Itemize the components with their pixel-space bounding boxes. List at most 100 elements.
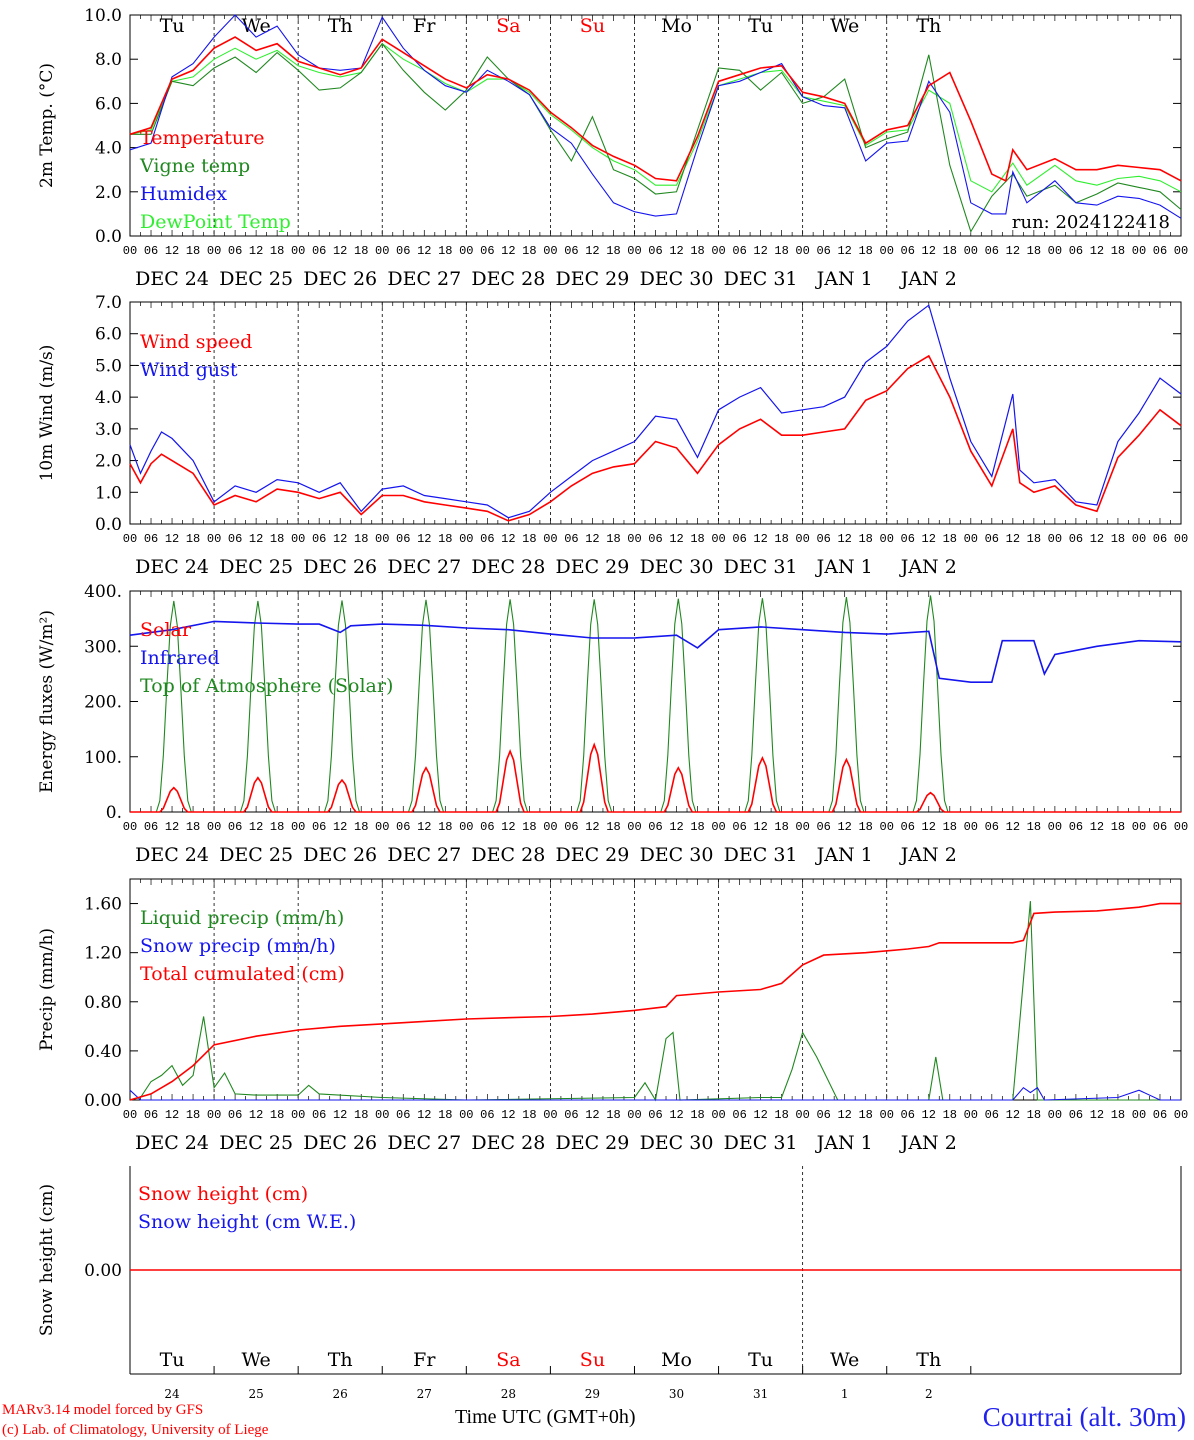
series-line — [129, 1086, 1181, 1101]
hour-tick-label: 12 — [249, 1108, 263, 1122]
hour-tick-label: 12 — [1090, 1108, 1104, 1122]
date-label: DEC 30 — [640, 1132, 714, 1154]
hour-tick-label: 06 — [648, 532, 662, 546]
hour-tick-label: 00 — [291, 1108, 305, 1122]
hour-tick-label: 00 — [543, 1108, 557, 1122]
hour-tick-label: 00 — [964, 820, 978, 834]
hour-tick-label: 00 — [291, 532, 305, 546]
hour-tick-label: 00 — [880, 244, 894, 258]
legend-entry: Vigne temp — [139, 155, 250, 177]
hour-tick-label: 12 — [922, 532, 936, 546]
date-label: JAN 1 — [815, 1132, 873, 1154]
hour-tick-label: 18 — [943, 1108, 957, 1122]
weekday-label: Sa — [496, 1349, 520, 1371]
hour-tick-label: 18 — [690, 244, 704, 258]
legend-entry: Liquid precip (mm/h) — [140, 907, 344, 929]
hour-tick-label: 18 — [858, 532, 872, 546]
hour-tick-label: 18 — [774, 820, 788, 834]
hour-tick-label: 12 — [753, 820, 767, 834]
legend-entry: Solar — [140, 619, 192, 641]
hour-tick-label: 18 — [186, 532, 200, 546]
series-line — [129, 901, 1181, 1102]
hour-tick-label: 18 — [690, 532, 704, 546]
date-label: DEC 25 — [219, 556, 293, 578]
hour-tick-label: 12 — [669, 1108, 683, 1122]
weekday-label: Fr — [413, 15, 436, 37]
day-number: 25 — [248, 1387, 263, 1401]
hour-tick-label: 00 — [711, 820, 725, 834]
hour-tick-label: 00 — [880, 1108, 894, 1122]
hour-tick-label: 00 — [207, 244, 221, 258]
hour-tick-label: 12 — [669, 244, 683, 258]
hour-tick-label: 18 — [943, 820, 957, 834]
weekday-label: Th — [916, 15, 941, 37]
hour-tick-label: 06 — [985, 820, 999, 834]
hour-tick-label: 00 — [1048, 1108, 1062, 1122]
hour-tick-label: 18 — [690, 820, 704, 834]
hour-tick-label: 12 — [165, 244, 179, 258]
hour-tick-label: 18 — [438, 532, 452, 546]
hour-tick-label: 00 — [123, 532, 137, 546]
hour-tick-label: 18 — [354, 820, 368, 834]
hour-tick-label: 00 — [459, 532, 473, 546]
legend-entry: Snow height (cm W.E.) — [138, 1211, 356, 1233]
weekday-label: Fr — [413, 1349, 436, 1371]
hour-tick-label: 12 — [501, 244, 515, 258]
date-label: DEC 30 — [640, 268, 714, 290]
hour-tick-label: 18 — [522, 1108, 536, 1122]
hour-tick-label: 06 — [144, 1108, 158, 1122]
day-number: 2 — [925, 1387, 933, 1401]
hour-tick-label: 18 — [354, 244, 368, 258]
hour-tick-label: 06 — [1153, 820, 1167, 834]
hour-tick-label: 00 — [1132, 1108, 1146, 1122]
panel-3: 0. 100. 200. 300. 400. Energy fluxes (W/m²) So… — [37, 582, 1182, 823]
date-label: DEC 27 — [387, 844, 461, 866]
series-line — [130, 595, 1181, 813]
date-label: DEC 30 — [640, 844, 714, 866]
model-credit: MARv3.14 model forced by GFS — [2, 1402, 204, 1418]
credits: MARv3.14 model forced by GFS (c) Lab. of… — [2, 1400, 268, 1440]
hour-tick-label: 00 — [207, 820, 221, 834]
hour-tick-label: 06 — [312, 244, 326, 258]
hour-tick-label: 12 — [333, 532, 347, 546]
date-label: DEC 31 — [724, 556, 798, 578]
date-label: DEC 31 — [724, 268, 798, 290]
hour-tick-label: 06 — [1069, 532, 1083, 546]
hour-tick-label: 12 — [753, 532, 767, 546]
date-label: JAN 1 — [815, 844, 873, 866]
hour-tick-label: 12 — [417, 1108, 431, 1122]
y-tick-label: 1.20 — [84, 944, 122, 964]
date-label: DEC 29 — [556, 268, 630, 290]
hour-tick-label: 06 — [144, 820, 158, 834]
hour-tick-label: 00 — [1132, 244, 1146, 258]
hour-tick-label: 00 — [375, 244, 389, 258]
hour-tick-label: 12 — [249, 820, 263, 834]
hour-tick-label: 00 — [964, 244, 978, 258]
hour-tick-label: 06 — [648, 1108, 662, 1122]
hour-tick-label: 06 — [480, 244, 494, 258]
hour-tick-label: 06 — [1153, 532, 1167, 546]
hour-tick-label: 06 — [732, 1108, 746, 1122]
hour-tick-label: 12 — [333, 244, 347, 258]
date-label: DEC 28 — [471, 844, 545, 866]
hour-tick-label: 12 — [249, 244, 263, 258]
y-axis-label: Precip (mm/h) — [37, 928, 57, 1051]
hour-tick-label: 00 — [880, 532, 894, 546]
hour-tick-label: 18 — [858, 820, 872, 834]
hour-tick-label: 18 — [186, 244, 200, 258]
series-line — [129, 36, 1182, 182]
hour-tick-label: 06 — [480, 820, 494, 834]
date-label: DEC 24 — [135, 1132, 209, 1154]
legend-entry: Temperature — [140, 127, 264, 149]
hour-tick-label: 06 — [901, 532, 915, 546]
y-axis-label: Snow height (cm) — [37, 1184, 57, 1336]
weekday-label: Tu — [160, 1349, 185, 1371]
station-name: Courtrai (alt. 30m) — [982, 1402, 1186, 1432]
hour-tick-label: 06 — [901, 244, 915, 258]
y-tick-label: 3.0 — [95, 420, 122, 440]
series-line — [129, 42, 1182, 193]
day-number: 26 — [333, 1387, 348, 1401]
weekday-label: Su — [580, 15, 605, 37]
hour-tick-label: 06 — [732, 820, 746, 834]
